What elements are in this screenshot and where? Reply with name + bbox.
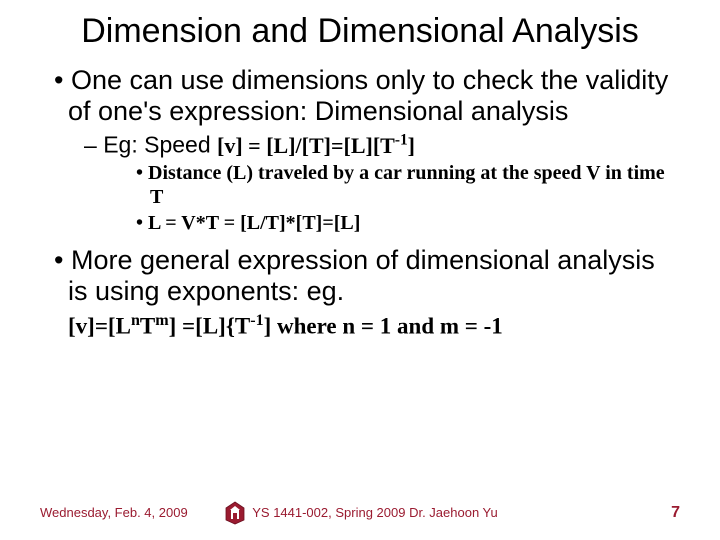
bullet-level1-item: One can use dimensions only to check the… bbox=[54, 65, 680, 127]
formula-part: ] where n = 1 and m = -1 bbox=[264, 314, 503, 339]
bullet-text: More general expression of dimensional a… bbox=[68, 245, 655, 306]
formula-exponent: n bbox=[131, 312, 140, 329]
footer-date: Wednesday, Feb. 4, 2009 bbox=[40, 505, 190, 521]
formula-part: ] =[L]{T bbox=[169, 314, 251, 339]
slide-title: Dimension and Dimensional Analysis bbox=[40, 12, 680, 51]
formula-part: ] bbox=[408, 133, 415, 158]
formula-exponent: m bbox=[155, 312, 168, 329]
footer-page-number: 7 bbox=[530, 504, 680, 522]
formula-part: [v] = [L]/[T]=[L][T bbox=[217, 133, 395, 158]
bullet-level1-item: More general expression of dimensional a… bbox=[54, 245, 680, 307]
bullet-text-prefix: Eg: Speed bbox=[103, 132, 217, 158]
formula-line: [v]=[LnTm] =[L]{T-1] where n = 1 and m =… bbox=[68, 311, 680, 340]
bullet-level2-item: Eg: Speed [v] = [L]/[T]=[L][T-1] bbox=[84, 131, 680, 159]
bullet-level3-item: Distance (L) traveled by a car running a… bbox=[136, 161, 680, 209]
footer-center: YS 1441-002, Spring 2009 Dr. Jaehoon Yu bbox=[222, 500, 498, 526]
formula-part: T bbox=[140, 314, 155, 339]
bullet-text: L = V*T = [L/T]*[T]=[L] bbox=[148, 212, 360, 234]
bullet-text: One can use dimensions only to check the… bbox=[68, 65, 668, 126]
university-logo-icon bbox=[222, 500, 248, 526]
spacer bbox=[40, 237, 680, 245]
footer-course: YS 1441-002, Spring 2009 Dr. Jaehoon Yu bbox=[252, 505, 498, 521]
formula-text: [v] = [L]/[T]=[L][T-1] bbox=[217, 133, 415, 158]
formula-exponent: -1 bbox=[250, 312, 263, 329]
slide-footer: Wednesday, Feb. 4, 2009 YS 1441-002, Spr… bbox=[0, 500, 720, 526]
formula-exponent: -1 bbox=[395, 131, 408, 148]
formula-part: [v]=[L bbox=[68, 314, 131, 339]
bullet-text: Distance (L) traveled by a car running a… bbox=[148, 162, 665, 208]
slide-container: Dimension and Dimensional Analysis One c… bbox=[0, 0, 720, 540]
bullet-level3-item: L = V*T = [L/T]*[T]=[L] bbox=[136, 211, 680, 235]
